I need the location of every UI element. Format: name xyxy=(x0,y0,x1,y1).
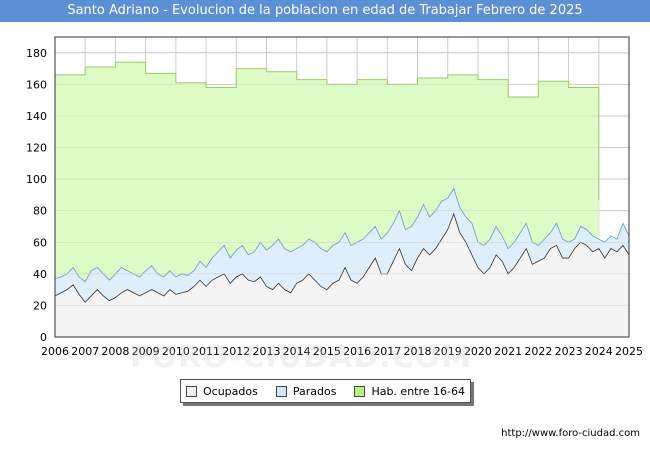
x-tick-label: 2024 xyxy=(585,345,613,358)
x-tick-label: 2008 xyxy=(101,345,129,358)
hab-swatch-icon xyxy=(354,385,366,397)
x-tick-label: 2023 xyxy=(555,345,583,358)
x-tick-label: 2021 xyxy=(494,345,522,358)
legend-label-ocupados: Ocupados xyxy=(202,384,258,398)
legend-label-parados: Parados xyxy=(292,384,337,398)
chart-legend: Ocupados Parados Hab. entre 16-64 xyxy=(180,379,471,403)
watermark: FORO-CIUDAD.COM xyxy=(130,340,472,375)
y-tick-label: 180 xyxy=(26,47,47,60)
x-tick-label: 2019 xyxy=(434,345,462,358)
parados-line xyxy=(54,187,630,283)
x-tick-label: 2007 xyxy=(71,345,99,358)
x-tick-label: 2006 xyxy=(41,345,69,358)
y-tick-label: 160 xyxy=(26,78,47,91)
x-tick-label: 2009 xyxy=(132,345,160,358)
legend-item-parados: Parados xyxy=(275,384,337,398)
x-tick-label: 2025 xyxy=(615,345,643,358)
legend-item-ocupados: Ocupados xyxy=(185,384,258,398)
y-tick-label: 120 xyxy=(26,142,47,155)
plot-frame xyxy=(54,36,630,338)
y-tick-label: 80 xyxy=(33,205,47,218)
x-tick-label: 2016 xyxy=(343,345,371,358)
x-tick-label: 2022 xyxy=(524,345,552,358)
x-tick-label: 2014 xyxy=(283,345,311,358)
x-tick-label: 2011 xyxy=(192,345,220,358)
y-tick-label: 100 xyxy=(26,173,47,186)
x-tick-label: 2010 xyxy=(162,345,190,358)
ocupados-swatch-icon xyxy=(185,385,197,397)
x-tick-label: 2020 xyxy=(464,345,492,358)
axis-layer xyxy=(54,36,630,338)
y-tick-label: 20 xyxy=(33,299,47,312)
source-link[interactable]: http://www.foro-ciudad.com xyxy=(501,428,640,439)
y-tick-label: 40 xyxy=(33,268,47,281)
legend-label-hab: Hab. entre 16-64 xyxy=(371,384,465,398)
label-layer: 0 20 40 60 80 100 120 140 160 180 2006 2007 2008 2009… xyxy=(26,47,643,358)
y-tick-label: 60 xyxy=(33,236,47,249)
parados-swatch-icon xyxy=(275,385,287,397)
y-tick-label: 140 xyxy=(26,110,47,123)
x-tick-label: 2015 xyxy=(313,345,341,358)
x-tick-label: 2017 xyxy=(373,345,401,358)
legend-item-hab: Hab. entre 16-64 xyxy=(354,385,465,398)
area-layer xyxy=(54,52,630,338)
ocupados-area xyxy=(55,213,629,337)
chart-title: Santo Adriano - Evolucion de la poblacio… xyxy=(0,0,650,22)
x-tick-label: 2012 xyxy=(222,345,250,358)
x-tick-label: 2018 xyxy=(404,345,432,358)
x-tick-label: 2013 xyxy=(252,345,280,358)
y-tick-label: 0 xyxy=(40,331,47,344)
